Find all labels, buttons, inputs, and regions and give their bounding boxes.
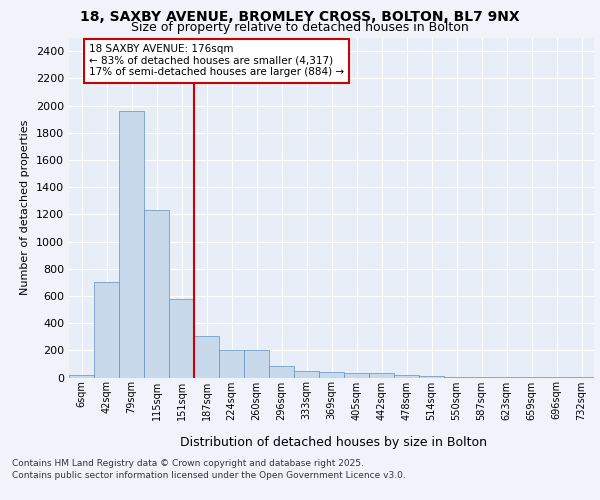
Bar (469, 377, 494, 378)
Bar (344, 372, 369, 378)
Bar (519, 377, 544, 378)
Text: 18 SAXBY AVENUE: 176sqm
← 83% of detached houses are smaller (4,317)
17% of semi: 18 SAXBY AVENUE: 176sqm ← 83% of detache… (89, 44, 344, 78)
Bar (244, 350, 269, 378)
Text: Contains public sector information licensed under the Open Government Licence v3: Contains public sector information licen… (12, 471, 406, 480)
Bar (69, 376, 94, 378)
Bar (394, 375, 419, 378)
Y-axis label: Number of detached properties: Number of detached properties (20, 120, 31, 295)
Text: Distribution of detached houses by size in Bolton: Distribution of detached houses by size … (179, 436, 487, 449)
Bar (144, 210, 169, 378)
Bar (294, 370, 319, 378)
Bar (369, 372, 394, 378)
Bar (544, 377, 569, 378)
Text: Contains HM Land Registry data © Crown copyright and database right 2025.: Contains HM Land Registry data © Crown c… (12, 458, 364, 468)
Bar (319, 372, 344, 378)
Bar (494, 377, 519, 378)
Bar (444, 377, 469, 378)
Text: 18, SAXBY AVENUE, BROMLEY CROSS, BOLTON, BL7 9NX: 18, SAXBY AVENUE, BROMLEY CROSS, BOLTON,… (80, 10, 520, 24)
Bar (219, 350, 244, 378)
Bar (119, 111, 144, 378)
Bar (169, 298, 194, 378)
Bar (269, 366, 294, 378)
Bar (569, 377, 594, 378)
Bar (419, 376, 444, 378)
Bar (194, 336, 219, 378)
Text: Size of property relative to detached houses in Bolton: Size of property relative to detached ho… (131, 22, 469, 35)
Bar (94, 282, 119, 378)
